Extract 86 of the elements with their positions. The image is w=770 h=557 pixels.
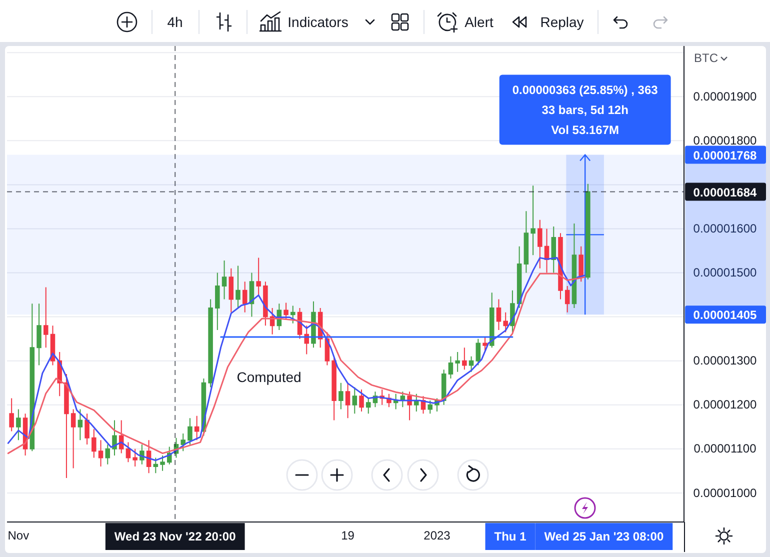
candlestick xyxy=(256,257,261,296)
y-tick-label: 0.00001200 xyxy=(693,398,758,412)
candlestick xyxy=(538,219,542,269)
candlestick xyxy=(468,356,474,372)
x-tick-label: 2023 xyxy=(424,528,451,543)
text: Alert xyxy=(464,14,494,30)
candlestick xyxy=(50,325,56,366)
y-tick-label: 0.00001800 xyxy=(693,134,758,148)
candlestick xyxy=(578,246,584,282)
candlestick xyxy=(160,455,165,472)
candlestick xyxy=(359,388,364,412)
annotation: Computed xyxy=(236,369,302,385)
y-tick-label: 0.00001900 xyxy=(693,89,758,104)
candlestick xyxy=(126,442,131,463)
candlestick xyxy=(448,356,454,379)
text: Thu 1 xyxy=(494,530,527,544)
candlestick xyxy=(70,408,76,469)
candlestick xyxy=(564,285,570,313)
candlestick xyxy=(180,432,186,452)
candlestick xyxy=(338,382,344,410)
candlestick xyxy=(428,400,433,414)
candlestick xyxy=(222,260,227,300)
text: 0.00001768 xyxy=(693,148,758,162)
y-tick-label: 0.00001600 xyxy=(693,222,758,236)
candlestick xyxy=(263,281,268,326)
ref-line-label: 0.00001684 xyxy=(693,185,758,200)
candlestick xyxy=(558,232,563,300)
candlestick xyxy=(366,398,371,414)
candlestick xyxy=(242,281,248,313)
candlestick xyxy=(194,415,200,441)
candlestick xyxy=(78,408,83,441)
candlestick xyxy=(132,448,138,468)
candlestick xyxy=(524,210,529,274)
ref-line-label: Wed 23 Nov '22 20:00 xyxy=(114,530,236,544)
candlestick xyxy=(284,302,288,320)
candlestick xyxy=(16,408,21,441)
y-tick-label: 0.00001300 xyxy=(693,354,758,368)
candlestick xyxy=(228,268,234,313)
x-tick-label: Nov xyxy=(8,528,30,543)
candlestick xyxy=(290,305,296,324)
candlestick xyxy=(105,444,110,465)
candlestick xyxy=(153,457,158,474)
text: 4h xyxy=(167,14,183,30)
candlestick xyxy=(476,338,481,366)
candlestick xyxy=(551,226,556,274)
candlestick xyxy=(249,272,254,318)
candlestick xyxy=(345,382,350,419)
candlestick xyxy=(208,298,213,388)
annotation: 0.00000363 (25.85%) , 363 33 bars, 5d 12h Vol 53.167M xyxy=(512,82,658,137)
candlestick xyxy=(146,440,152,474)
y-tick-label: 0.00001100 xyxy=(694,442,757,456)
text: Replay xyxy=(540,14,584,30)
candlestick xyxy=(84,413,90,445)
candlestick xyxy=(215,272,220,331)
y-axis-title: BTC xyxy=(694,51,718,65)
candlestick xyxy=(482,336,488,353)
candlestick xyxy=(352,386,358,414)
candlestick xyxy=(503,312,508,333)
text: Indicators xyxy=(288,14,348,30)
candlestick xyxy=(489,292,494,348)
candlestick xyxy=(455,352,460,372)
candlestick xyxy=(332,356,336,421)
candlestick xyxy=(236,265,240,308)
candlestick xyxy=(64,374,69,478)
candlestick xyxy=(188,418,192,445)
candlestick xyxy=(462,347,467,370)
candlestick xyxy=(118,420,124,454)
candlestick xyxy=(9,398,14,432)
candlestick xyxy=(586,183,590,280)
candlestick xyxy=(516,246,522,308)
text: 0.00001405 xyxy=(693,308,758,322)
y-tick-label: 0.00001500 xyxy=(693,266,758,280)
candlestick xyxy=(530,185,536,256)
candlestick xyxy=(544,228,550,274)
y-tick-label: 0.00001000 xyxy=(693,486,758,500)
candlestick xyxy=(572,222,577,308)
candlestick xyxy=(98,440,104,468)
candlestick xyxy=(112,420,117,456)
candlestick xyxy=(496,298,502,331)
candlestick xyxy=(92,428,96,458)
candlestick xyxy=(43,286,48,348)
text: Wed 25 Jan '23 08:00 xyxy=(544,530,664,544)
x-tick-label: 19 xyxy=(341,528,355,543)
candlestick xyxy=(414,393,419,412)
candlestick xyxy=(36,303,42,366)
candlestick xyxy=(393,393,398,410)
